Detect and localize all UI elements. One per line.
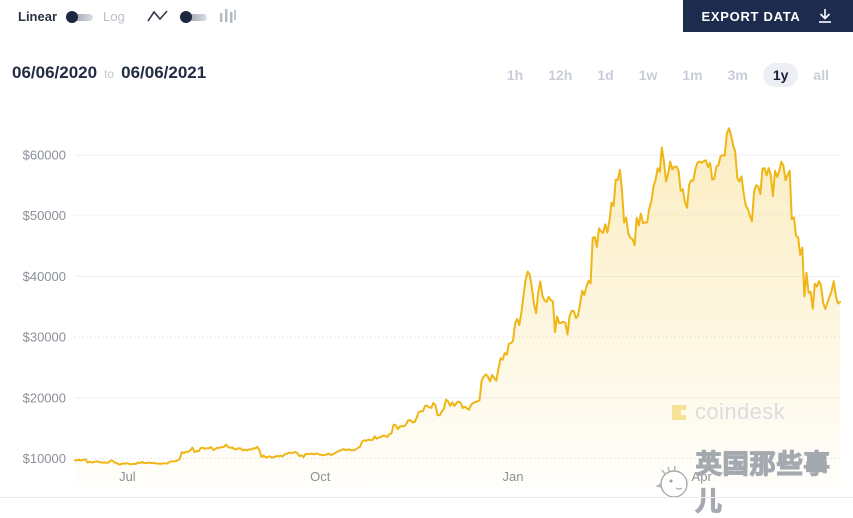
x-axis-label: Apr	[692, 469, 713, 484]
range-button-1h[interactable]: 1h	[506, 67, 524, 83]
chart-type-toggle-group	[147, 8, 237, 25]
scale-toggle-switch[interactable]	[66, 10, 94, 23]
y-axis-label: $40000	[23, 269, 66, 284]
site-watermark-text: 英国那些事儿	[695, 448, 831, 516]
price-line	[74, 127, 841, 466]
y-axis-label: $60000	[23, 148, 66, 163]
price-chart[interactable]: $60000 $50000 $40000 $30000 $20000 $10000 Jul O…	[0, 0, 853, 499]
toggle-track	[73, 13, 94, 21]
bottom-divider	[0, 497, 853, 498]
x-axis-label: Oct	[310, 469, 331, 484]
coindesk-watermark: coindesk	[671, 399, 785, 425]
axis-labels: $60000 $50000 $40000 $30000 $20000 $10000 Jul O…	[23, 148, 713, 485]
candles-chart-icon[interactable]	[219, 8, 237, 25]
date-range-separator: to	[104, 67, 115, 81]
line-chart-icon[interactable]	[147, 9, 169, 24]
toggle-knob	[180, 10, 192, 23]
end-date[interactable]: 06/06/2021	[121, 63, 207, 82]
range-button-3m[interactable]: 3m	[727, 67, 748, 83]
x-axis-label: Jan	[503, 469, 524, 484]
range-buttons: 1h 12h 1d 1w 1m 3m 1y all	[497, 63, 839, 87]
range-button-1m[interactable]: 1m	[682, 67, 703, 83]
range-button-1d[interactable]: 1d	[597, 67, 614, 83]
y-axis-label: $50000	[23, 208, 66, 223]
log-label[interactable]: Log	[103, 9, 125, 24]
linear-label[interactable]: Linear	[18, 9, 58, 24]
export-data-label: EXPORT DATA	[701, 8, 801, 24]
range-button-all[interactable]: all	[813, 67, 829, 83]
toggle-track	[187, 13, 207, 21]
y-axis-label: $10000	[23, 451, 66, 466]
range-button-1y[interactable]: 1y	[762, 63, 799, 87]
y-axis-label: $30000	[23, 330, 66, 345]
range-button-12h[interactable]: 12h	[548, 67, 573, 83]
x-axis-label: Jul	[119, 469, 136, 484]
coindesk-icon	[672, 404, 686, 420]
export-data-button[interactable]: EXPORT DATA	[683, 0, 853, 32]
price-area	[75, 128, 840, 491]
scale-toggle-group: Linear Log	[18, 9, 125, 24]
chart-type-switch[interactable]	[180, 10, 208, 23]
site-watermark: 英国那些事儿	[650, 444, 853, 518]
range-button-1w[interactable]: 1w	[638, 67, 658, 83]
date-range: 06/06/2020 to 06/06/2021	[12, 63, 206, 83]
download-icon	[819, 9, 832, 23]
toggle-knob	[66, 10, 79, 23]
start-date[interactable]: 06/06/2020	[12, 63, 98, 82]
y-axis-label: $20000	[23, 390, 66, 405]
coindesk-text: coindesk	[695, 399, 786, 424]
